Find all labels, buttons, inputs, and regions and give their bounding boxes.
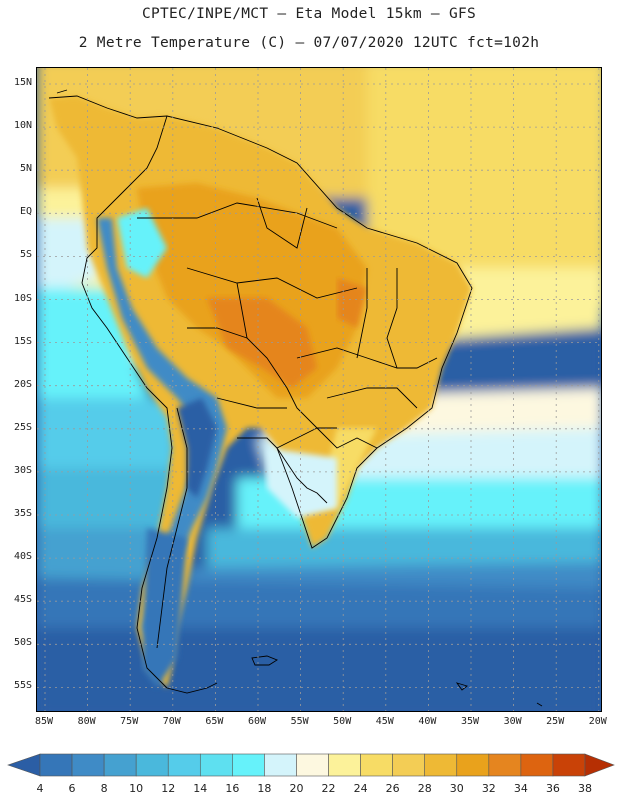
- longitude-label: 55W: [290, 716, 309, 727]
- colorbar-tick-label: 24: [353, 782, 368, 795]
- colorbar-low-arrow: [7, 753, 41, 777]
- colorbar-swatch: [328, 753, 361, 777]
- colorbar-high-arrow: [584, 753, 615, 777]
- temperature-colorbar: [0, 748, 618, 798]
- longitude-label: 25W: [546, 716, 565, 727]
- colorbar-swatch: [360, 753, 393, 777]
- colorbar-swatch: [167, 753, 201, 777]
- latitude-label: 10N: [13, 120, 32, 132]
- colorbar-tick-label: 18: [257, 782, 272, 795]
- latitude-label: 45S: [13, 594, 32, 606]
- colorbar-tick-label: 12: [161, 782, 176, 795]
- colorbar-tick-label: 36: [545, 782, 560, 795]
- colorbar-swatch: [232, 753, 265, 777]
- colorbar-tick-label: 22: [321, 782, 336, 795]
- colorbar-tick-label: 8: [100, 782, 108, 795]
- latitude-label: 30S: [13, 464, 32, 476]
- latitude-label: 5S: [19, 249, 32, 261]
- colorbar-tick-label: 14: [193, 782, 208, 795]
- colorbar-tick-label: 4: [36, 782, 44, 795]
- longitude-label: 20W: [588, 716, 607, 727]
- longitude-label: 70W: [162, 716, 181, 727]
- latitude-label: 50S: [13, 637, 32, 649]
- country-borders: [48, 95, 473, 694]
- colorbar-swatch: [39, 753, 73, 777]
- latitude-label: 10S: [13, 292, 32, 304]
- colorbar-tick-label: 10: [129, 782, 144, 795]
- colorbar-swatch: [264, 753, 297, 777]
- colorbar-swatch: [424, 753, 458, 777]
- colorbar-tick-label: 16: [225, 782, 240, 795]
- colorbar-tick-label: 34: [513, 782, 528, 795]
- latitude-label: 35S: [13, 508, 32, 519]
- longitude-label: 60W: [247, 716, 267, 727]
- longitude-label: 50W: [333, 716, 352, 727]
- longitude-label: 35W: [460, 716, 480, 727]
- latitude-label: 15N: [13, 77, 32, 88]
- colorbar-swatch: [71, 753, 105, 777]
- colorbar-tick-label: 28: [417, 782, 432, 795]
- colorbar-tick-label: 38: [578, 782, 592, 795]
- colorbar-tick-label: 32: [481, 782, 496, 795]
- latitude-label: EQ: [19, 206, 32, 218]
- longitude-label: 65W: [205, 716, 224, 727]
- latitude-label: 20S: [13, 378, 32, 390]
- colorbar-swatch: [488, 753, 522, 777]
- colorbar-swatch: [456, 753, 490, 777]
- latitude-label: 40S: [13, 551, 32, 563]
- longitude-label: 85W: [34, 716, 54, 727]
- colorbar-tick-label: 6: [68, 782, 76, 795]
- longitude-label: 40W: [418, 716, 437, 727]
- latitude-label: 25S: [13, 421, 32, 433]
- latitude-label: 5N: [19, 163, 32, 175]
- graticule: [37, 68, 601, 711]
- longitude-label: 75W: [120, 716, 139, 727]
- colorbar-swatch: [552, 753, 586, 777]
- latitude-label: 15S: [13, 335, 32, 347]
- longitude-label: 30W: [503, 716, 522, 727]
- colorbar-swatch: [135, 753, 169, 777]
- longitude-label: 80W: [77, 716, 96, 727]
- colorbar-swatch: [103, 753, 137, 777]
- colorbar-tick-label: 20: [289, 782, 304, 795]
- colorbar-swatch: [296, 753, 329, 777]
- colorbar-tick-label: 26: [385, 782, 400, 795]
- latitude-label: 55S: [13, 680, 32, 692]
- map-title-line-2: 2 Metre Temperature (C) – 07/07/2020 12U…: [78, 35, 540, 51]
- longitude-label: 45W: [375, 716, 394, 727]
- map-title-line-1: CPTEC/INPE/MCT – Eta Model 15km – GFS: [141, 6, 477, 22]
- colorbar-swatch: [199, 753, 233, 777]
- colorbar-tick-label: 30: [449, 782, 464, 795]
- islands: [56, 89, 543, 707]
- colorbar-swatch: [392, 753, 426, 777]
- land-temperature-field: [49, 96, 472, 688]
- colorbar-swatch: [520, 753, 554, 777]
- temperature-map: [36, 67, 602, 712]
